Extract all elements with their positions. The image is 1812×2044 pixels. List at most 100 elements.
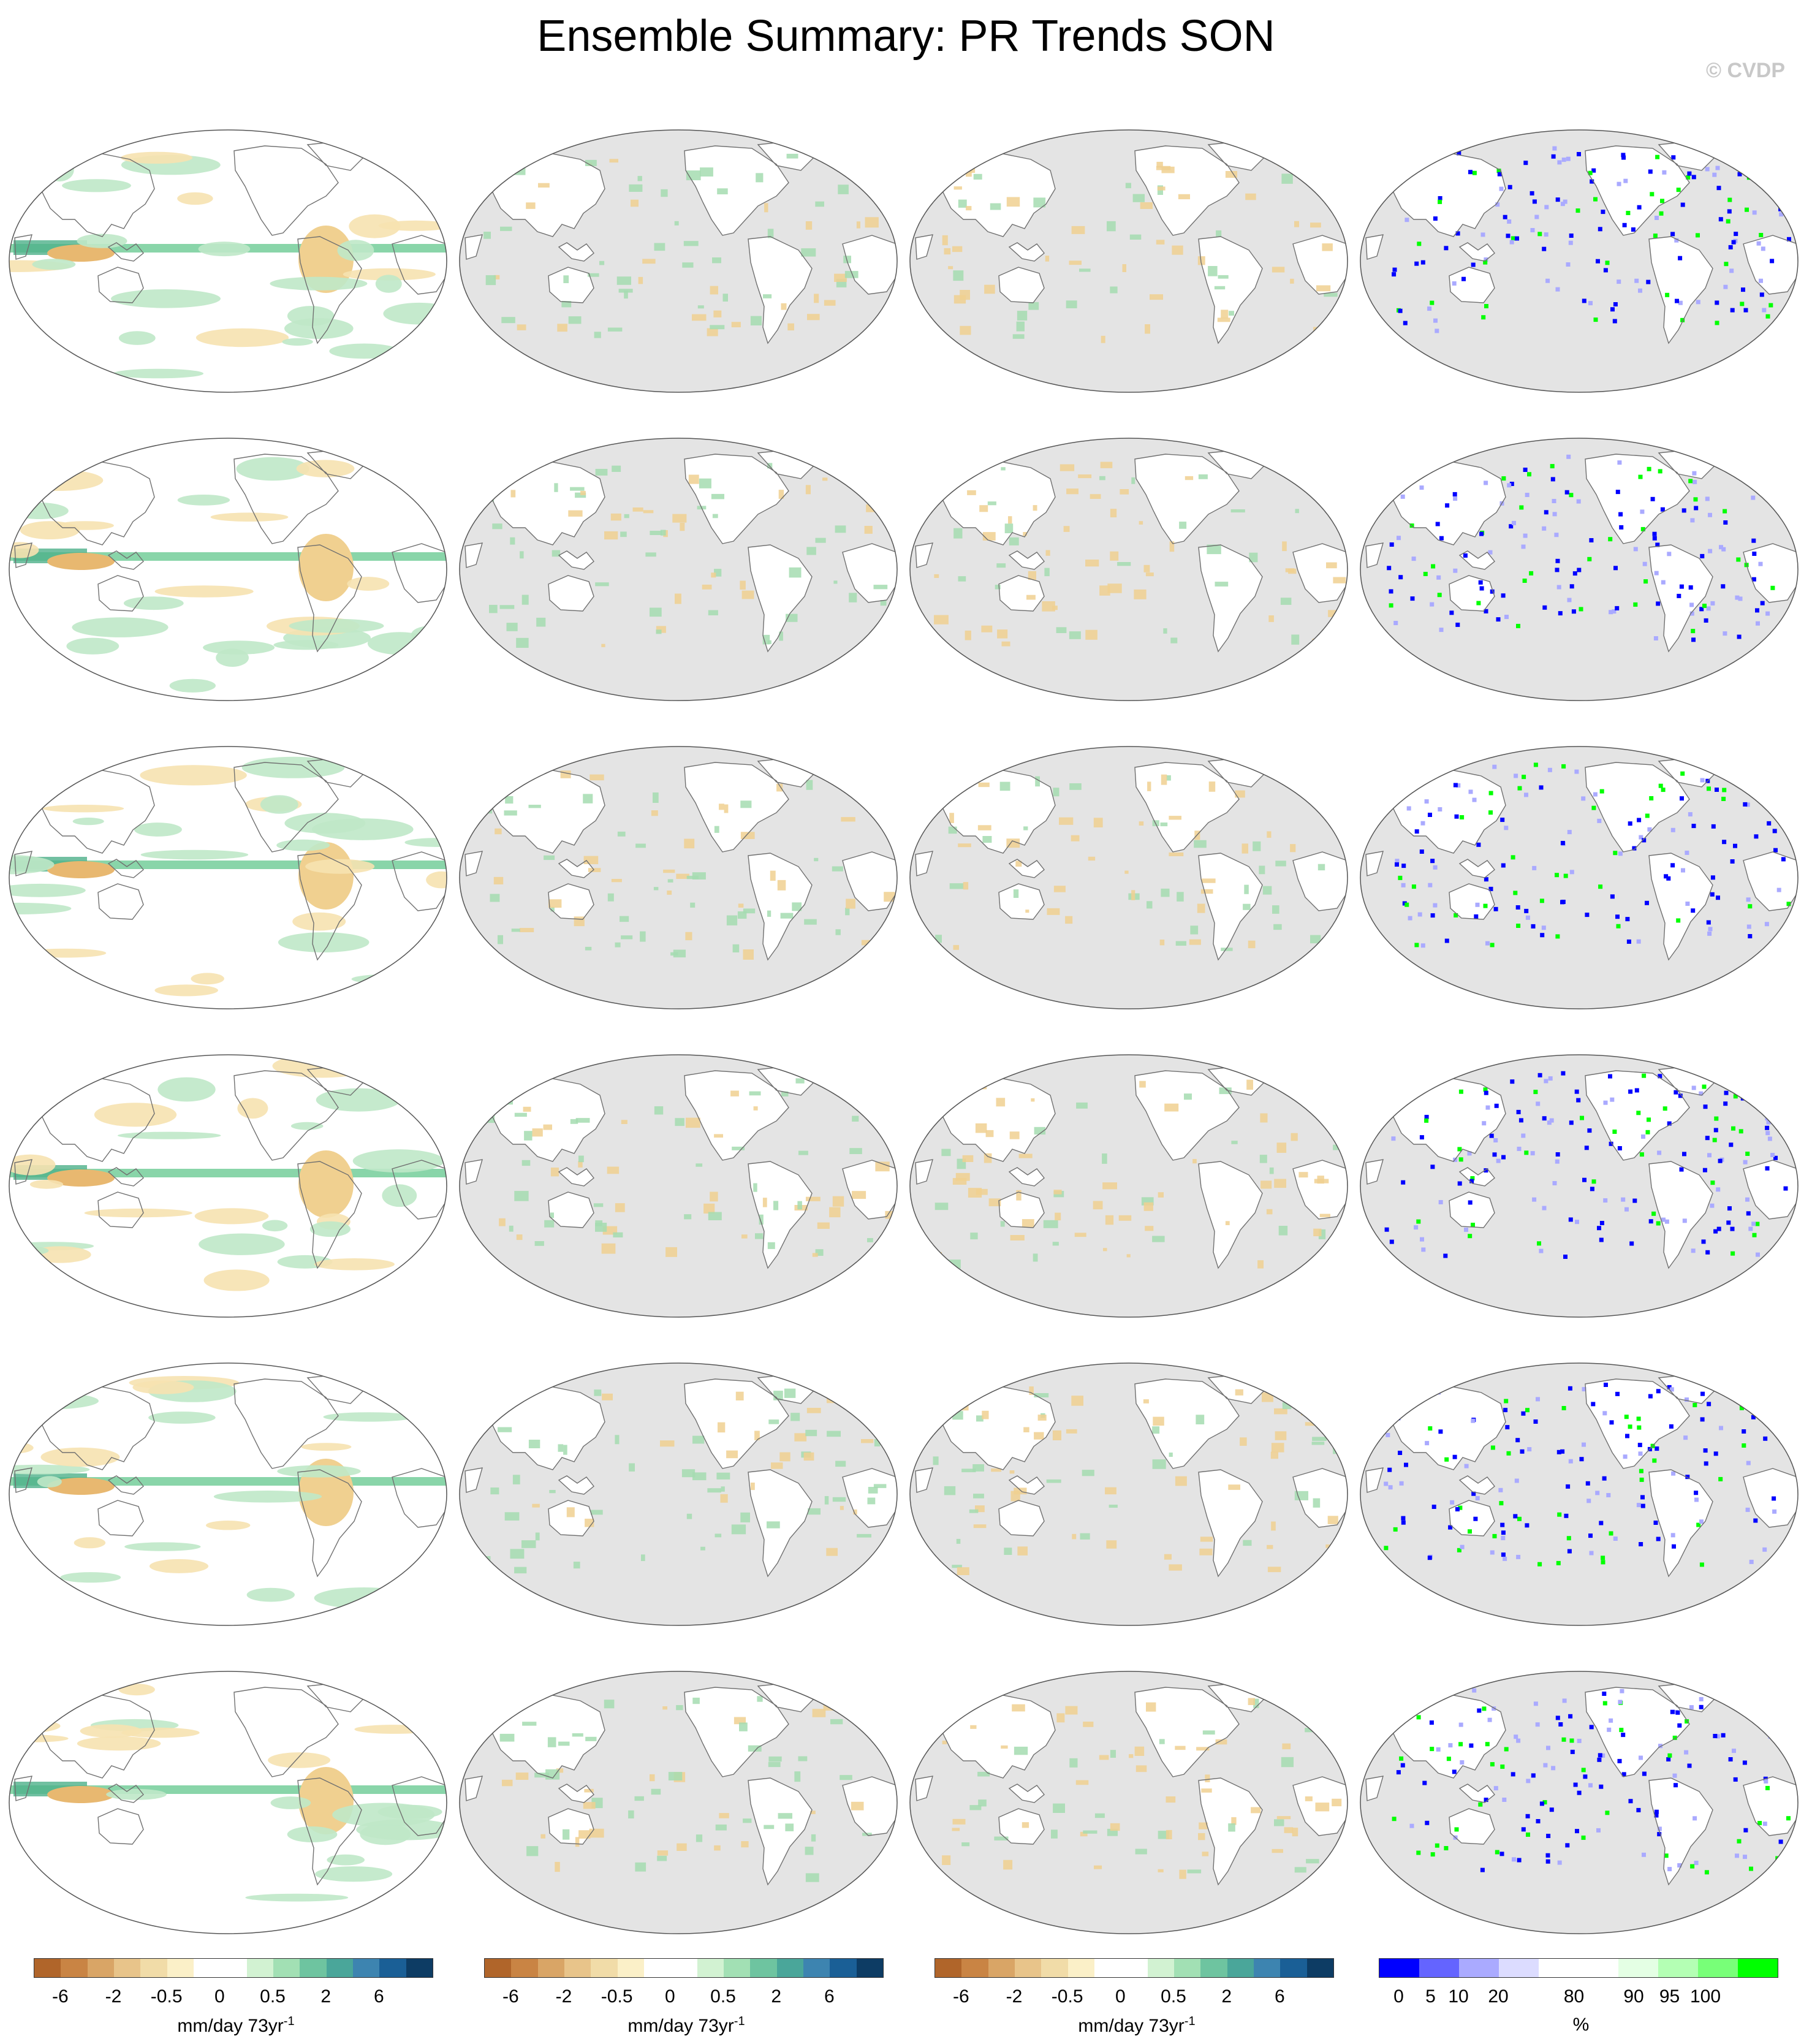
colorbar-swatch xyxy=(1419,1959,1459,1977)
rank-map xyxy=(1360,438,1799,701)
trend-colorbar: -6 -2 -0.5 0 0.5 2 6 mm/day 73yr-1 xyxy=(34,1958,438,2044)
obs-map xyxy=(459,129,898,393)
units-exponent: -1 xyxy=(1184,2015,1196,2028)
model-map xyxy=(9,129,447,393)
colorbar-tick-label: -6 xyxy=(502,1986,519,2007)
colorbar-tick-label: 6 xyxy=(373,1986,384,2007)
colorbar-tick-label: 0 xyxy=(214,1986,225,2007)
diff-map xyxy=(909,438,1348,701)
model-map xyxy=(9,438,447,701)
colorbar-swatch xyxy=(1658,1959,1698,1977)
colorbar-swatch xyxy=(1499,1959,1539,1977)
colorbar-swatch xyxy=(803,1959,830,1977)
colorbar-swatch xyxy=(193,1959,221,1977)
colorbar-swatch xyxy=(220,1959,247,1977)
colorbar-units-label: mm/day 73yr-1 xyxy=(484,2015,889,2037)
colorbar-swatch xyxy=(670,1959,697,1977)
colorbar-tick-label: 6 xyxy=(1274,1986,1285,2007)
obs-map xyxy=(459,1362,898,1626)
colorbar-swatch xyxy=(1618,1959,1658,1977)
colorbar-swatch xyxy=(1094,1959,1121,1977)
diff-map xyxy=(909,1671,1348,1934)
trend-colorbar: -6 -2 -0.5 0 0.5 2 6 mm/day 73yr-1 xyxy=(934,1958,1339,2044)
colorbar-tick-label: 0.5 xyxy=(260,1986,286,2007)
panel-rank-row5 xyxy=(1359,1331,1809,1638)
obs-map xyxy=(459,746,898,1009)
colorbar-swatch xyxy=(511,1959,538,1977)
diff-map xyxy=(909,129,1348,393)
panel-rank-row4 xyxy=(1359,1023,1809,1329)
colorbar-swatch xyxy=(167,1959,194,1977)
panel-diff-row5 xyxy=(908,1331,1359,1638)
colorbar-swatch xyxy=(1041,1959,1068,1977)
colorbar-tick-label: 2 xyxy=(771,1986,781,2007)
panel-obs-row1 xyxy=(458,98,908,405)
units-main: mm/day 73yr xyxy=(627,2016,734,2036)
colorbar-swatch xyxy=(1227,1959,1254,1977)
colorbar-swatch xyxy=(140,1959,167,1977)
colorbar-tick-label: 100 xyxy=(1689,1986,1721,2007)
colorbar-swatch xyxy=(352,1959,380,1977)
colorbar-swatch xyxy=(1738,1959,1778,1977)
colorbar-swatch xyxy=(1173,1959,1201,1977)
colorbar-swatch xyxy=(61,1959,88,1977)
colorbar-swatch xyxy=(1280,1959,1307,1977)
panel-diff-row2 xyxy=(908,406,1359,713)
panel-obs-row3 xyxy=(458,715,908,1021)
obs-map xyxy=(459,438,898,701)
diff-map xyxy=(909,1362,1348,1626)
colorbar-swatch xyxy=(1579,1959,1618,1977)
model-map xyxy=(9,1362,447,1626)
colorbar-tick-label: -2 xyxy=(105,1986,122,2007)
colorbar-tick-label: -0.5 xyxy=(1051,1986,1083,2007)
colorbar-tick-label: 0.5 xyxy=(1161,1986,1186,2007)
panel-model-row1 xyxy=(7,98,458,405)
model-map xyxy=(9,746,447,1009)
colorbar-swatch xyxy=(246,1959,273,1977)
colorbar-swatch xyxy=(564,1959,591,1977)
obs-map xyxy=(459,1054,898,1318)
colorbar-swatch xyxy=(485,1959,512,1977)
colorbar-tick-label: 5 xyxy=(1425,1986,1436,2007)
colorbar-swatch xyxy=(961,1959,988,1977)
colorbar-tick-label: 10 xyxy=(1448,1986,1469,2007)
colorbar-tick-label: 0 xyxy=(1393,1986,1404,2007)
colorbar-swatch xyxy=(643,1959,671,1977)
colorbar-swatch xyxy=(776,1959,803,1977)
colorbar-tick-label: -2 xyxy=(1006,1986,1023,2007)
colorbar-swatch xyxy=(273,1959,300,1977)
model-map xyxy=(9,1054,447,1318)
trend-colorbar: -6 -2 -0.5 0 0.5 2 6 mm/day 73yr-1 xyxy=(484,1958,889,2044)
diff-map xyxy=(909,1054,1348,1318)
rank-map xyxy=(1360,129,1799,393)
colorbar-tick-label: 2 xyxy=(1221,1986,1232,2007)
colorbar-tick-label: -0.5 xyxy=(601,1986,633,2007)
diff-map xyxy=(909,746,1348,1009)
colorbar-swatch xyxy=(750,1959,777,1977)
colorbar-tick-label: 90 xyxy=(1623,1986,1644,2007)
colorbar-swatch xyxy=(1253,1959,1281,1977)
colorbar-swatch xyxy=(1379,1959,1419,1977)
panel-rank-row6 xyxy=(1359,1639,1809,1946)
colorbar-tick-label: 0 xyxy=(664,1986,675,2007)
colorbar-swatch xyxy=(830,1959,857,1977)
colorbar-swatch xyxy=(723,1959,751,1977)
panel-obs-row5 xyxy=(458,1331,908,1638)
panel-model-row4 xyxy=(7,1023,458,1329)
colorbar-swatch xyxy=(113,1959,141,1977)
panel-model-row2 xyxy=(7,406,458,713)
colorbar-swatch xyxy=(379,1959,406,1977)
panel-diff-row3 xyxy=(908,715,1359,1021)
main-title: Ensemble Summary: PR Trends SON xyxy=(537,12,1275,61)
colorbar-tick-label: -6 xyxy=(51,1986,69,2007)
colorbar-swatch xyxy=(935,1959,962,1977)
colorbar-swatch xyxy=(1121,1959,1148,1977)
colorbar-tick-label: 80 xyxy=(1563,1986,1585,2007)
colorbar-units-label: mm/day 73yr-1 xyxy=(34,2015,438,2037)
colorbar-swatch xyxy=(1014,1959,1042,1977)
rank-colorbar: 0 5 10 20 80 90 95 100% xyxy=(1379,1958,1783,2044)
cvdp-watermark: © CVDP xyxy=(1706,59,1785,82)
colorbar-units-label: % xyxy=(1572,2015,1590,2035)
rank-map xyxy=(1360,746,1799,1009)
colorbar-tick-label: -6 xyxy=(952,1986,969,2007)
